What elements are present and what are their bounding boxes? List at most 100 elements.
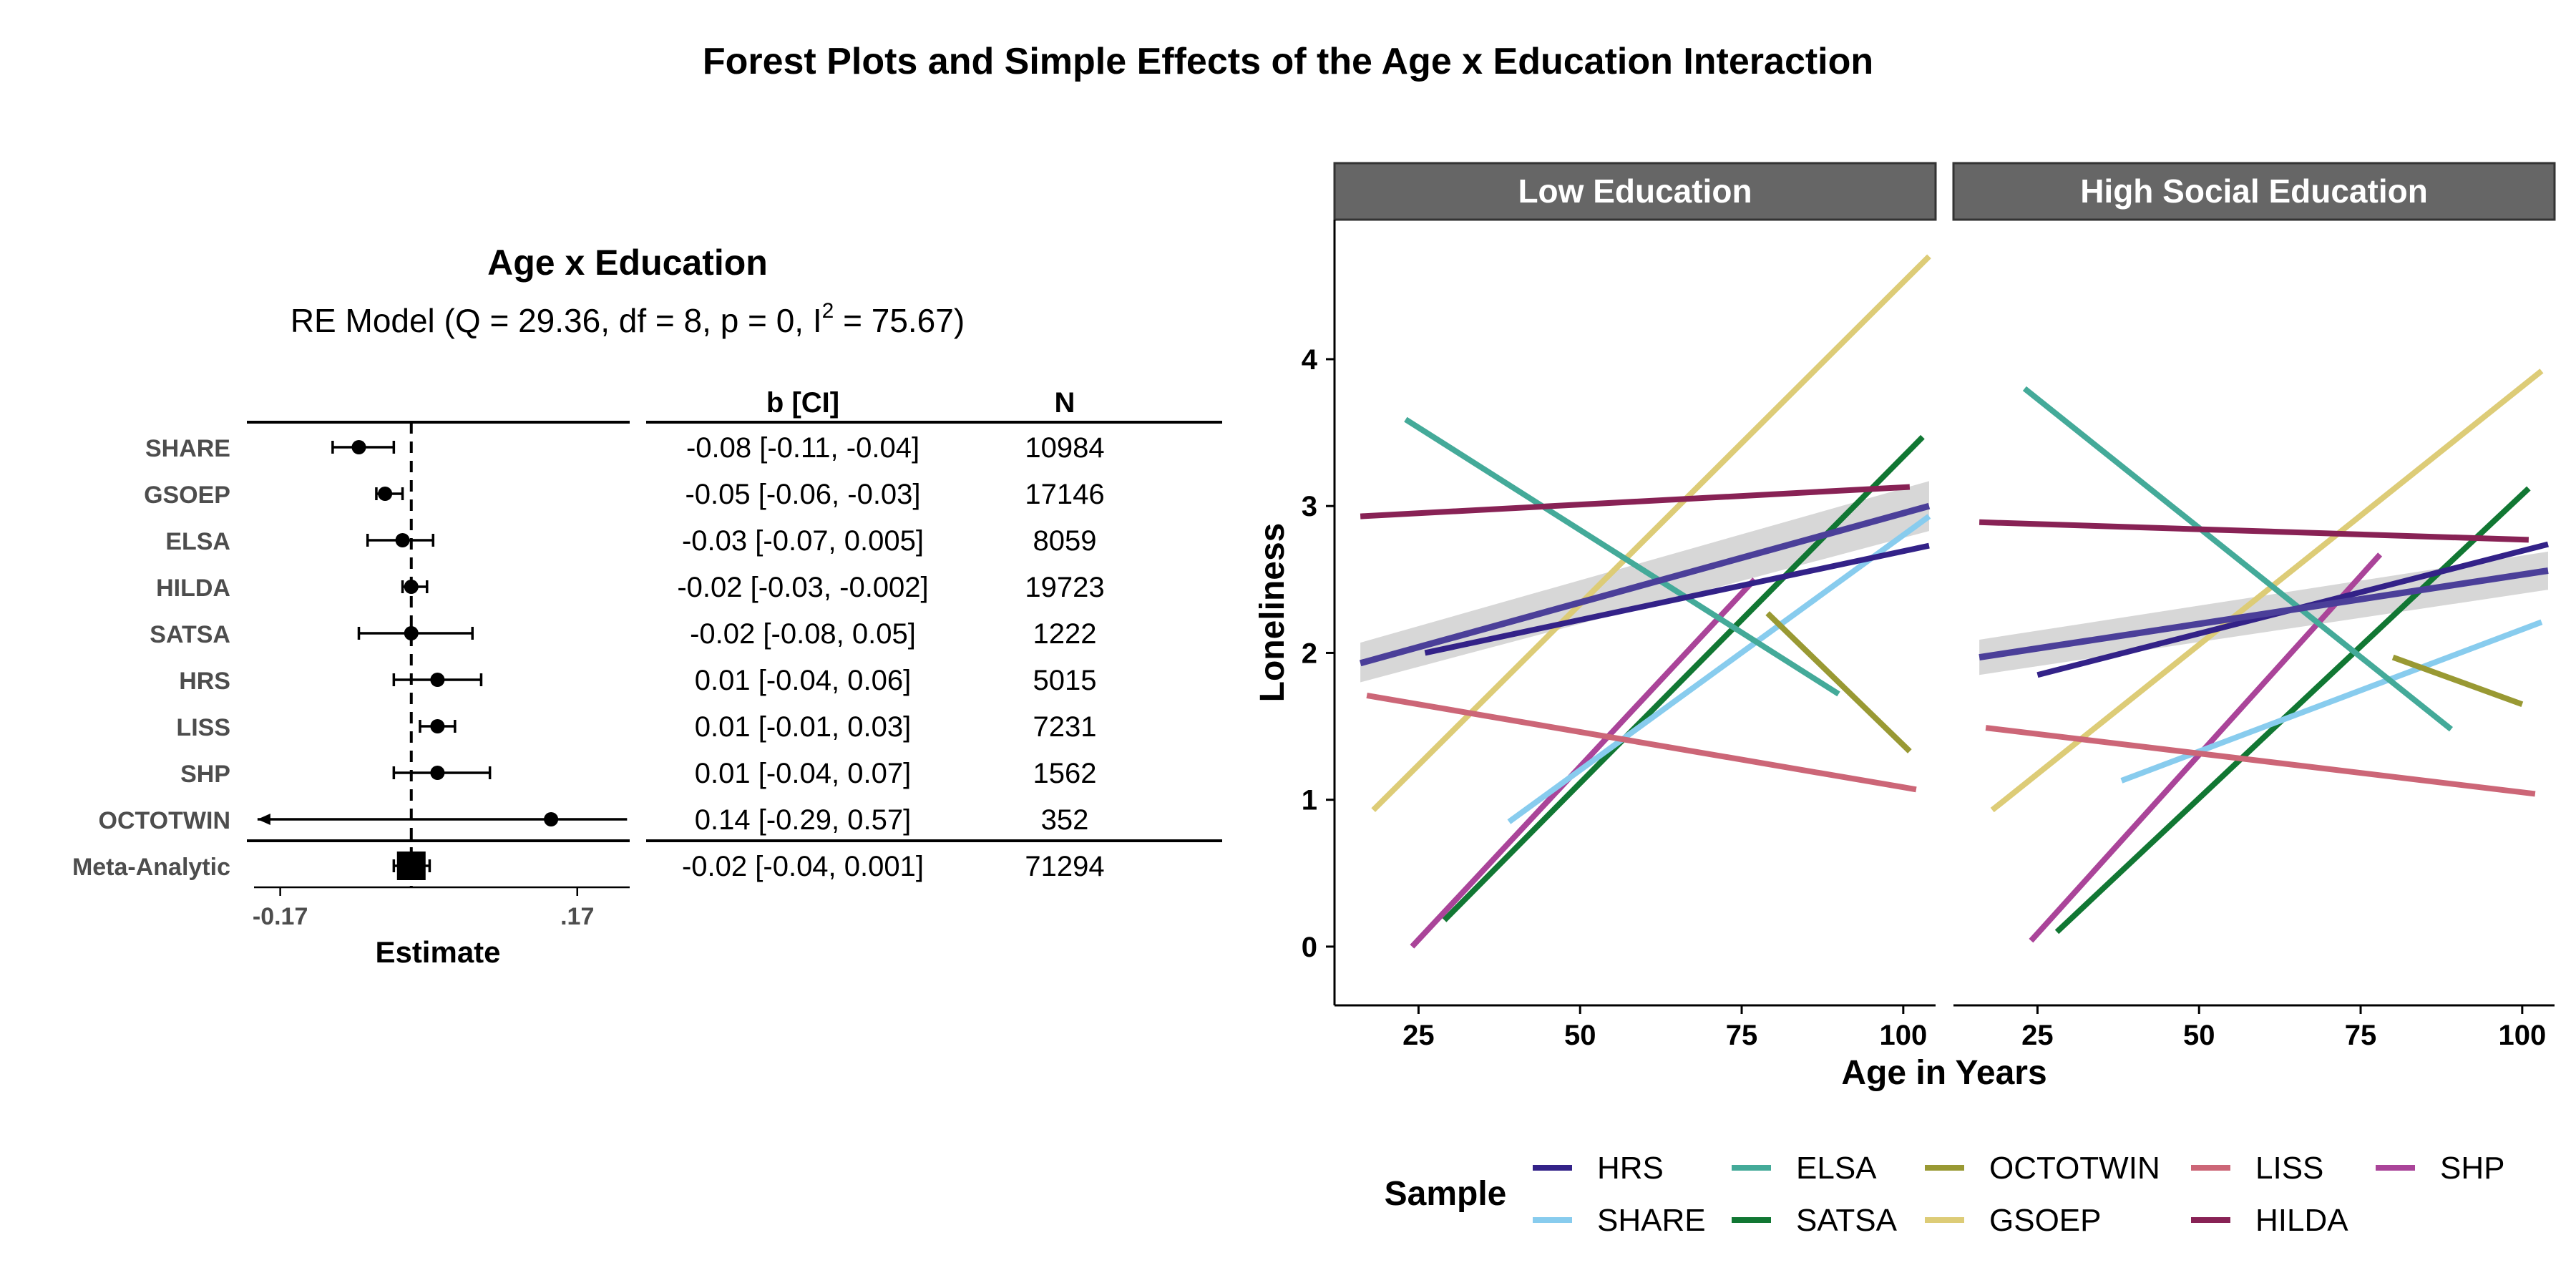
y-tick-label-1: 1 [1302,785,1317,816]
forest-row-label-gsoep: GSOEP [144,482,230,509]
forest-row-label-hilda: HILDA [156,575,230,602]
forest-row-label-satsa: SATSA [150,621,230,648]
panel-1: High Social Education 25 50 75 100 [1952,162,2556,1051]
forest-row-label-hrs: HRS [179,668,230,695]
forest-n-text-gsoep: 17146 [1025,479,1104,510]
forest-point-satsa [404,626,419,640]
forest-n-text-share: 10984 [1025,432,1104,464]
forest-row-label-share: SHARE [145,435,230,462]
forest-title: Age x Education [487,243,768,283]
forest-column-header-estimate: b [CI] [766,387,839,419]
series-line-share-0 [1507,514,1931,824]
series-line-liss-1 [1985,725,2536,797]
line-x-axis-label: Age in Years [1841,1054,2046,1092]
legend-label-satsa: SATSA [1796,1203,1898,1238]
forest-ci-arrow-octotwin [257,814,270,825]
legend: Sample HRS SHARE ELSA SATSA OCTOTWIN GSOEP LIS… [1385,1151,2505,1238]
forest-point-liss [430,719,445,733]
series-line-octotwin-0 [1765,611,1912,753]
series-line-satsa-1 [2054,486,2531,935]
forest-n-text-liss: 7231 [1033,711,1097,743]
forest-column-header-n: N [1055,387,1075,419]
legend-label-share: SHARE [1597,1203,1706,1238]
forest-point-gsoep [378,487,393,501]
forest-estimate-text-meta-analytic: -0.02 [-0.04, 0.001] [682,851,924,882]
forest-estimate-text-gsoep: -0.05 [-0.06, -0.03] [685,479,920,510]
series-line-hrs-0 [1424,542,1930,656]
forest-row-label-liss: LISS [176,714,230,741]
series-line-liss-0 [1366,693,1917,793]
series-line-elsa-1 [2022,386,2453,732]
forest-summary-square [396,852,426,880]
legend-label-octotwin: OCTOTWIN [1989,1151,2160,1186]
forest-rows: SHARE -0.08 [-0.11, -0.04] 10984 GSOEP -0.05… [72,432,1105,882]
forest-x-tick-label-1: .17 [560,903,594,930]
forest-x-tick-label-0: -0.17 [253,903,308,930]
forest-estimate-text-shp: 0.01 [-0.04, 0.07] [695,758,911,789]
x-tick-label-25-1: 25 [2021,1020,2054,1051]
forest-point-share [351,440,366,454]
forest-subtitle: RE Model (Q = 29.36, df = 8, p = 0, I2 =… [291,299,965,339]
panel-0: Low Education 0 1 2 3 4 25 50 75 100 [1302,162,1937,1051]
series-line-elsa-0 [1404,416,1840,697]
forest-n-text-meta-analytic: 71294 [1025,851,1104,882]
legend-label-liss: LISS [2255,1151,2323,1186]
forest-point-hilda [404,580,419,594]
forest-n-text-elsa: 8059 [1033,525,1097,557]
y-tick-label-4: 4 [1302,344,1318,376]
forest-row-label-meta-analytic: Meta-Analytic [72,854,230,881]
x-tick-label-50-1: 50 [2183,1020,2215,1051]
legend-label-gsoep: GSOEP [1989,1203,2102,1238]
panel-strip-title-0: Low Education [1518,172,1752,210]
forest-row-label-octotwin: OCTOTWIN [99,807,230,834]
legend-label-shp: SHP [2440,1151,2504,1186]
forest-estimate-text-hilda: -0.02 [-0.03, -0.002] [677,572,928,603]
x-tick-label-100-0: 100 [1879,1020,1927,1051]
series-line-gsoep-0 [1371,254,1931,812]
series-line-hilda-0 [1360,484,1911,519]
forest-estimate-text-satsa: -0.02 [-0.08, 0.05] [690,618,916,650]
forest-point-elsa [395,533,410,547]
forest-x-ticks: -0.17 .17 [253,887,594,930]
line-y-axis-label: Loneliness [1254,523,1292,703]
series-line-satsa-0 [1442,434,1925,922]
x-tick-label-50-0: 50 [1564,1020,1596,1051]
x-tick-label-100-1: 100 [2498,1020,2546,1051]
forest-estimate-text-share: -0.08 [-0.11, -0.04] [686,432,919,464]
forest-point-hrs [430,673,445,687]
y-tick-label-3: 3 [1302,491,1317,522]
series-line-octotwin-1 [2391,654,2524,708]
legend-label-hrs: HRS [1597,1151,1664,1186]
panel-strip-1 [1952,162,2556,221]
forest-n-text-octotwin: 352 [1041,804,1089,836]
legend-title: Sample [1385,1175,1507,1213]
series-line-hilda-1 [1979,519,2529,543]
series-line-shp-0 [1410,577,1757,949]
forest-point-shp [430,766,445,780]
figure-title: Forest Plots and Simple Effects of the A… [703,41,1873,82]
panel-strip-title-1: High Social Education [2080,172,2428,210]
legend-label-elsa: ELSA [1796,1151,1877,1186]
forest-estimate-text-octotwin: 0.14 [-0.29, 0.57] [695,804,911,836]
forest-n-text-hilda: 19723 [1025,572,1104,603]
x-tick-label-25-0: 25 [1402,1020,1435,1051]
x-tick-label-75-1: 75 [2345,1020,2377,1051]
legend-label-hilda: HILDA [2255,1203,2348,1238]
y-tick-label-2: 2 [1302,638,1317,669]
forest-point-octotwin [544,812,559,826]
forest-n-text-shp: 1562 [1033,758,1097,789]
forest-n-text-satsa: 1222 [1033,618,1097,650]
forest-estimate-text-elsa: -0.03 [-0.07, 0.005] [682,525,924,557]
y-tick-label-0: 0 [1302,932,1317,963]
forest-row-label-elsa: ELSA [165,528,230,555]
forest-estimate-text-liss: 0.01 [-0.01, 0.03] [695,711,911,743]
forest-n-text-hrs: 5015 [1033,665,1097,696]
x-tick-label-75-0: 75 [1726,1020,1758,1051]
forest-plot: Age x Education RE Model (Q = 29.36, df … [72,243,1222,969]
pooled-line-0 [1359,502,1931,667]
forest-row-label-shp: SHP [180,761,230,788]
forest-x-axis-label: Estimate [375,935,500,969]
pooled-line-1 [1979,567,2549,661]
